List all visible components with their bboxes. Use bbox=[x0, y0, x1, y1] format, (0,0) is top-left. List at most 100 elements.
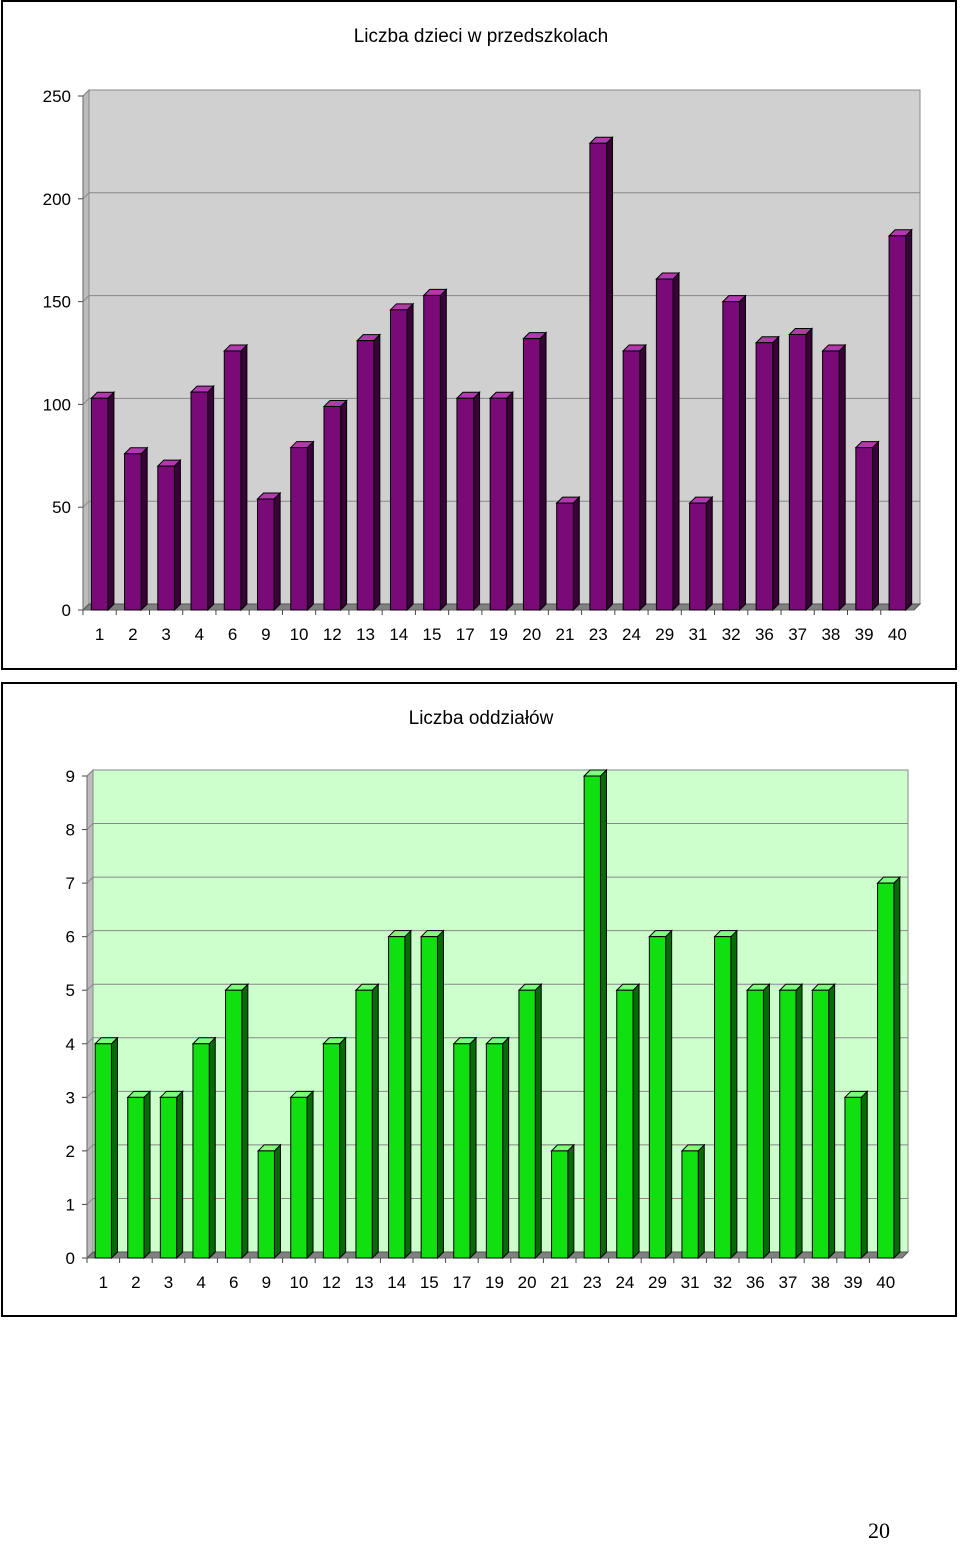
bar-side bbox=[632, 983, 640, 1260]
chart-children-count: Liczba dzieci w przedszkolach 0 50 100 150 20… bbox=[1, 0, 957, 670]
bar bbox=[355, 989, 373, 1259]
bar-side bbox=[762, 983, 770, 1260]
x-tick-label: 36 bbox=[746, 1273, 765, 1292]
bar bbox=[453, 1043, 471, 1259]
bar-side bbox=[905, 228, 913, 612]
bar bbox=[681, 1150, 699, 1259]
bar-side bbox=[539, 331, 547, 612]
bar-side bbox=[828, 983, 836, 1260]
bar-side bbox=[241, 983, 249, 1260]
y-tick-label: 50 bbox=[52, 498, 71, 517]
x-tick-label: 17 bbox=[456, 625, 475, 644]
y-tick-label: 2 bbox=[66, 1142, 75, 1161]
bar bbox=[888, 235, 907, 611]
x-tick-label: 14 bbox=[387, 1273, 406, 1292]
bar-side bbox=[838, 343, 846, 612]
bar bbox=[157, 465, 175, 611]
bar bbox=[456, 397, 475, 611]
x-tick-label: 39 bbox=[855, 625, 874, 644]
bar bbox=[746, 989, 764, 1259]
bar bbox=[485, 1043, 504, 1259]
x-tick-label: 38 bbox=[811, 1273, 830, 1292]
bar-side bbox=[173, 458, 181, 612]
x-tick-label: 39 bbox=[844, 1273, 863, 1292]
bar-side bbox=[805, 327, 813, 612]
bar-side bbox=[339, 1036, 347, 1260]
bar-side bbox=[534, 983, 542, 1260]
bar bbox=[489, 397, 508, 611]
y-tick-label: 5 bbox=[66, 981, 75, 1000]
bar-side bbox=[273, 1143, 281, 1260]
bar-side bbox=[110, 1036, 118, 1260]
bar bbox=[190, 391, 209, 611]
bar-side bbox=[107, 391, 115, 612]
y-tick-label: 1 bbox=[66, 1195, 75, 1214]
bar bbox=[124, 453, 142, 611]
plot-left-wall bbox=[82, 88, 90, 612]
bar bbox=[94, 1043, 112, 1259]
bar bbox=[257, 498, 275, 611]
x-tick-label: 31 bbox=[681, 1273, 700, 1292]
x-tick-label: 40 bbox=[888, 625, 907, 644]
bar bbox=[420, 936, 438, 1259]
bar bbox=[522, 338, 541, 611]
bar-side bbox=[893, 875, 901, 1260]
bar bbox=[290, 447, 308, 611]
bar bbox=[127, 1096, 145, 1259]
bar-side bbox=[502, 1036, 510, 1260]
bar bbox=[388, 936, 406, 1259]
x-tick-label: 21 bbox=[556, 625, 575, 644]
bar-side bbox=[406, 302, 414, 612]
x-tick-label: 23 bbox=[583, 1273, 602, 1292]
bar bbox=[722, 301, 740, 611]
y-tick-label: 7 bbox=[66, 874, 75, 893]
x-tick-label: 20 bbox=[518, 1273, 537, 1292]
y-tick-label: 150 bbox=[43, 293, 71, 312]
bar-side bbox=[143, 1090, 151, 1260]
x-tick-label: 4 bbox=[196, 1273, 205, 1292]
gridline bbox=[86, 769, 908, 777]
bar bbox=[389, 309, 408, 611]
y-tick-label: 100 bbox=[43, 395, 71, 414]
bar-side bbox=[572, 495, 580, 612]
x-tick-label: 40 bbox=[876, 1273, 895, 1292]
x-tick-label: 12 bbox=[322, 1273, 341, 1292]
y-tick-label: 0 bbox=[66, 1249, 75, 1268]
x-tick-label: 4 bbox=[195, 625, 204, 644]
chart-title: Liczba oddziałów bbox=[409, 708, 554, 729]
bar bbox=[518, 989, 536, 1259]
bar bbox=[714, 936, 732, 1259]
gridline bbox=[82, 295, 920, 302]
bar-side bbox=[340, 399, 348, 612]
chart-divisions-count: Liczba oddziałów 0 1 2 3 4 5 6 7 8 9 1 2 3 4 6 9 10 12 13 14… bbox=[1, 682, 957, 1317]
gridline bbox=[86, 823, 908, 830]
y-tick-label: 9 bbox=[66, 767, 75, 786]
bar bbox=[356, 340, 375, 611]
bar-side bbox=[871, 440, 879, 612]
x-tick-label: 21 bbox=[550, 1273, 569, 1292]
bar bbox=[323, 405, 342, 611]
bar-side bbox=[436, 929, 444, 1260]
bar bbox=[90, 397, 109, 611]
x-tick-label: 29 bbox=[648, 1273, 667, 1292]
gridline bbox=[82, 89, 920, 97]
bar bbox=[225, 989, 243, 1259]
x-tick-label: 12 bbox=[323, 625, 342, 644]
x-tick-label: 9 bbox=[261, 625, 270, 644]
x-tick-label: 13 bbox=[356, 625, 375, 644]
x-tick-label: 20 bbox=[522, 625, 541, 644]
bar bbox=[322, 1043, 341, 1259]
y-tick-label: 250 bbox=[43, 87, 71, 106]
x-tick-label: 32 bbox=[713, 1273, 732, 1292]
x-tick-label: 17 bbox=[452, 1273, 471, 1292]
x-tick-label: 2 bbox=[131, 1273, 140, 1292]
bar-side bbox=[567, 1143, 575, 1260]
x-tick-label: 10 bbox=[289, 1273, 308, 1292]
bar bbox=[648, 936, 667, 1259]
bar-side bbox=[672, 271, 680, 612]
bar-side bbox=[469, 1036, 477, 1260]
x-tick-label: 3 bbox=[161, 625, 170, 644]
x-tick-label: 2 bbox=[128, 625, 137, 644]
x-tick-label: 14 bbox=[389, 625, 408, 644]
bar bbox=[689, 502, 707, 611]
